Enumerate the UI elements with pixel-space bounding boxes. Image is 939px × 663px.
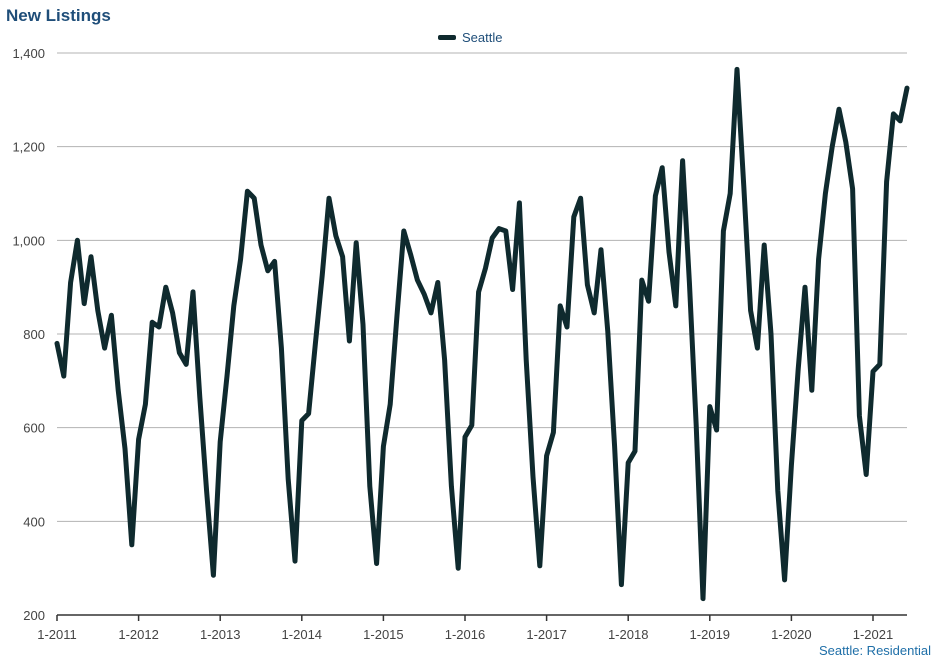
x-axis: 1-2011 1-2012 1-2013 1-2014 1-2015 1-2016 1-20… — [37, 614, 907, 642]
x-tick-label: 1-2015 — [363, 627, 403, 642]
y-tick-label: 1,400 — [12, 46, 45, 61]
x-tick-label: 1-2020 — [771, 627, 811, 642]
x-tick-label: 1-2019 — [690, 627, 730, 642]
y-tick-label: 1,200 — [12, 140, 45, 155]
x-tick-label: 1-2017 — [526, 627, 566, 642]
legend-label: Seattle — [462, 30, 503, 45]
y-tick-label: 1,000 — [12, 233, 45, 248]
x-tick-label: 1-2011 — [37, 627, 77, 642]
x-tick-label: 1-2016 — [445, 627, 485, 642]
legend: Seattle — [438, 30, 502, 45]
chart-title: New Listings — [6, 6, 111, 25]
x-tick-label: 1-2013 — [200, 627, 240, 642]
y-axis-ticks: 200 400 600 800 1,000 1,200 1,400 — [12, 46, 45, 623]
x-tick-label: 1-2021 — [853, 627, 893, 642]
x-tick-label: 1-2014 — [282, 627, 322, 642]
gridlines — [57, 52, 907, 522]
source-note: Seattle: Residential — [818, 643, 931, 658]
y-tick-label: 200 — [23, 608, 45, 623]
y-tick-label: 400 — [23, 514, 45, 529]
series-layer — [54, 66, 910, 602]
legend-swatch — [438, 35, 456, 40]
series-line-seattle — [54, 66, 910, 602]
y-tick-label: 800 — [23, 327, 45, 342]
x-tick-label: 1-2012 — [118, 627, 158, 642]
y-tick-label: 600 — [23, 421, 45, 436]
x-tick-label: 1-2018 — [608, 627, 648, 642]
